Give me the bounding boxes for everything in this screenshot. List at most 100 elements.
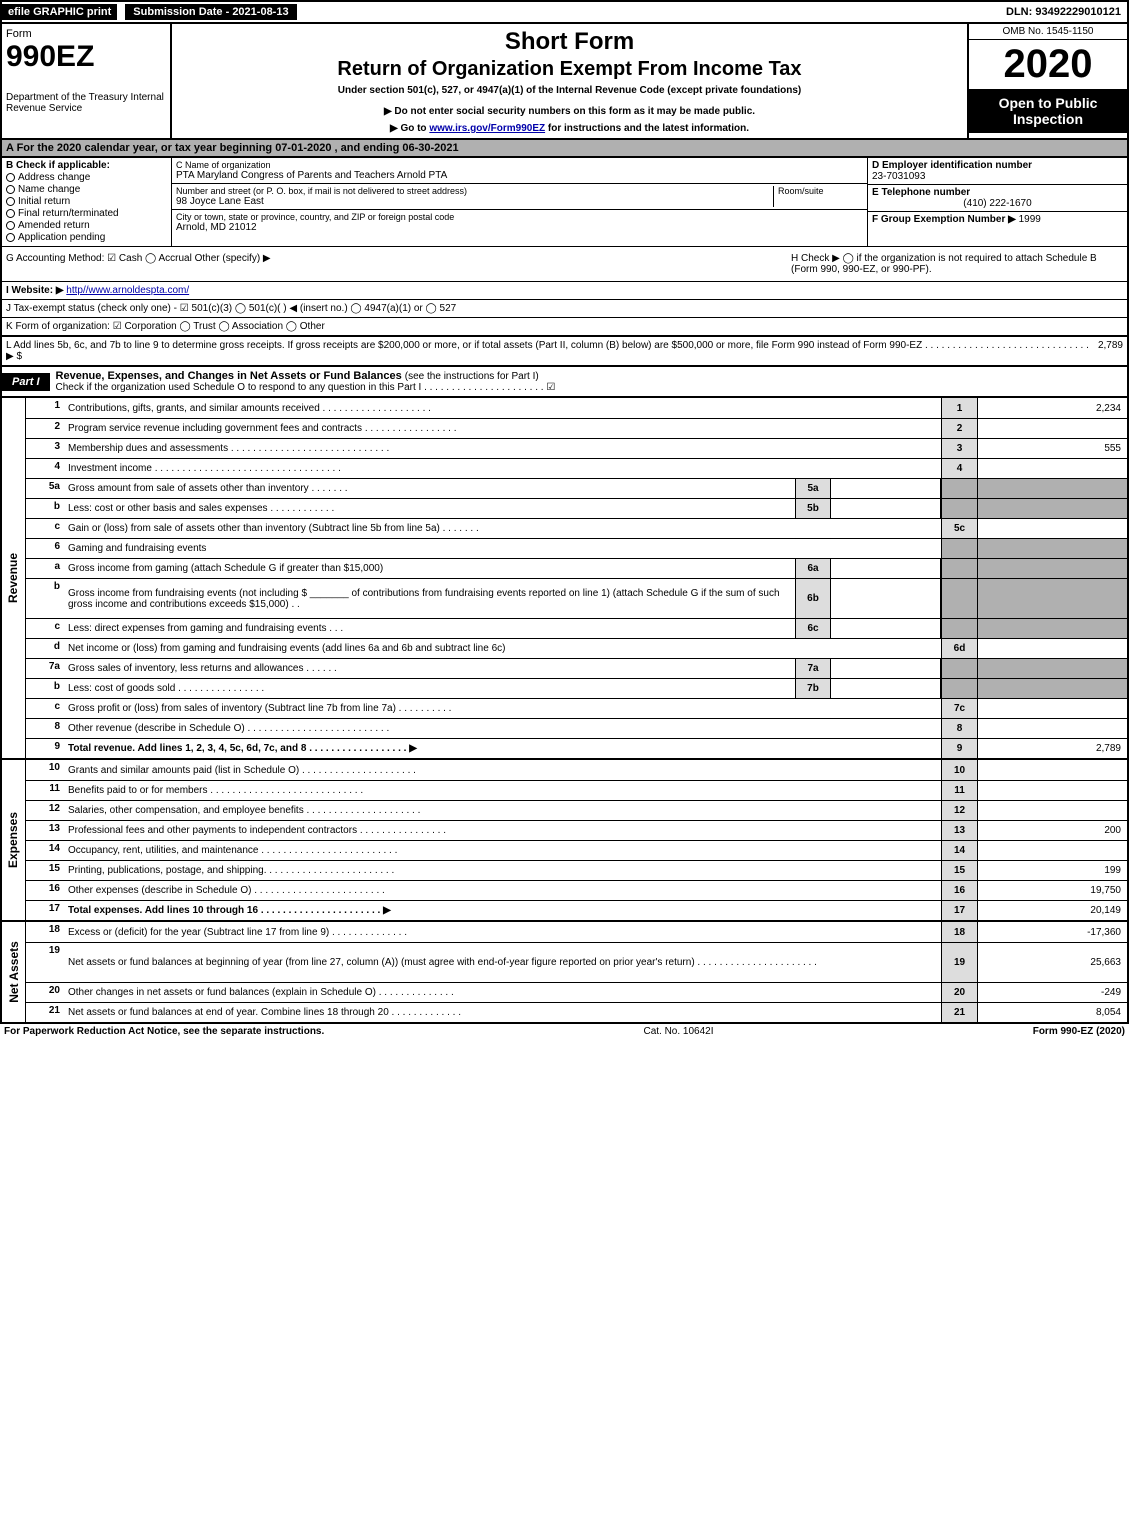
inner-box-label: 6c (795, 619, 831, 638)
line-20: 20Other changes in net assets or fund ba… (26, 982, 1127, 1002)
line-number: 14 (26, 841, 64, 860)
line-5a: 5aGross amount from sale of assets other… (26, 478, 1127, 498)
amount-value: -17,360 (977, 922, 1127, 942)
section-expenses: Expenses10Grants and similar amounts pai… (0, 760, 1129, 922)
amount-value: 2,234 (977, 398, 1127, 418)
line-number: 12 (26, 801, 64, 820)
chk-name-change[interactable]: Name change (6, 184, 167, 195)
section-b-header: B Check if applicable: (6, 160, 167, 171)
line-description: Gross profit or (loss) from sales of inv… (64, 699, 941, 718)
line-description: Membership dues and assessments . . . . … (64, 439, 941, 458)
amount-value (977, 519, 1127, 538)
tax-year: 2020 (969, 40, 1127, 89)
box-number: 10 (941, 760, 977, 780)
line-5c: cGain or (loss) from sale of assets othe… (26, 518, 1127, 538)
box-number: 8 (941, 719, 977, 738)
line-description: Gross income from gaming (attach Schedul… (64, 559, 795, 578)
box-number-shade (941, 559, 977, 578)
part-1-label: Part I (2, 373, 50, 391)
box-number-shade (941, 659, 977, 678)
chk-final-return[interactable]: Final return/terminated (6, 208, 167, 219)
group-exemption-label: F Group Exemption Number ▶ (872, 214, 1016, 225)
line-description: Other changes in net assets or fund bala… (64, 983, 941, 1002)
chk-address-change[interactable]: Address change (6, 172, 167, 183)
inner-box-value (831, 479, 941, 498)
line-18: 18Excess or (deficit) for the year (Subt… (26, 922, 1127, 942)
box-number: 2 (941, 419, 977, 438)
box-number-shade (941, 479, 977, 498)
chk-application-pending[interactable]: Application pending (6, 232, 167, 243)
inner-box-value (831, 679, 941, 698)
line-number: 2 (26, 419, 64, 438)
inner-box-label: 5a (795, 479, 831, 498)
part-1-check-line: Check if the organization used Schedule … (56, 382, 556, 393)
line-description: Investment income . . . . . . . . . . . … (64, 459, 941, 478)
line-5b: bLess: cost or other basis and sales exp… (26, 498, 1127, 518)
line-14: 14Occupancy, rent, utilities, and mainte… (26, 840, 1127, 860)
line-6b: bGross income from fundraising events (n… (26, 578, 1127, 618)
line-description: Less: cost of goods sold . . . . . . . .… (64, 679, 795, 698)
department-label: Department of the Treasury Internal Reve… (6, 92, 166, 114)
inner-box-value (831, 659, 941, 678)
section-revenue: Revenue1Contributions, gifts, grants, an… (0, 398, 1129, 760)
line-17: 17Total expenses. Add lines 10 through 1… (26, 900, 1127, 920)
line-number: 13 (26, 821, 64, 840)
line-number: 20 (26, 983, 64, 1002)
box-number: 17 (941, 901, 977, 920)
inner-box-value (831, 619, 941, 638)
open-inspection-badge: Open to Public Inspection (969, 89, 1127, 133)
box-number: 20 (941, 983, 977, 1002)
row-l-amount: 2,789 (1098, 340, 1123, 362)
schedule-b-check: H Check ▶ ◯ if the organization is not r… (787, 247, 1127, 281)
amount-value (977, 801, 1127, 820)
footer-form-ref: Form 990-EZ (2020) (1033, 1026, 1125, 1037)
privacy-note: ▶ Do not enter social security numbers o… (176, 106, 963, 117)
dln-label: DLN: 93492229010121 (1000, 4, 1127, 20)
box-number-shade (941, 619, 977, 638)
chk-initial-return[interactable]: Initial return (6, 196, 167, 207)
box-number: 19 (941, 943, 977, 982)
line-19: 19Net assets or fund balances at beginni… (26, 942, 1127, 982)
inner-box-label: 7b (795, 679, 831, 698)
line-description: Gain or (loss) from sale of assets other… (64, 519, 941, 538)
line-description: Less: cost or other basis and sales expe… (64, 499, 795, 518)
part-1-title: Revenue, Expenses, and Changes in Net As… (50, 367, 562, 396)
line-number: 18 (26, 922, 64, 942)
section-net-assets: Net Assets18Excess or (deficit) for the … (0, 922, 1129, 1024)
instructions-link[interactable]: www.irs.gov/Form990EZ (429, 123, 545, 134)
line-number: 4 (26, 459, 64, 478)
line-6: 6Gaming and fundraising events (26, 538, 1127, 558)
line-description: Less: direct expenses from gaming and fu… (64, 619, 795, 638)
line-number: 3 (26, 439, 64, 458)
street-label: Number and street (or P. O. box, if mail… (176, 186, 773, 196)
org-street-cell: Number and street (or P. O. box, if mail… (172, 184, 867, 210)
amount-value: 8,054 (977, 1003, 1127, 1022)
amount-shade (977, 659, 1127, 678)
amount-value: 25,663 (977, 943, 1127, 982)
inner-box-label: 6a (795, 559, 831, 578)
form-subtitle: Under section 501(c), 527, or 4947(a)(1)… (176, 85, 963, 96)
efile-print-label[interactable]: efile GRAPHIC print (2, 4, 117, 20)
chk-amended-return[interactable]: Amended return (6, 220, 167, 231)
line-description: Occupancy, rent, utilities, and maintena… (64, 841, 941, 860)
phone-cell: E Telephone number (410) 222-1670 (868, 185, 1127, 212)
website-link[interactable]: http//www.arnoldespta.com/ (66, 285, 189, 296)
line-9: 9Total revenue. Add lines 1, 2, 3, 4, 5c… (26, 738, 1127, 758)
box-number: 16 (941, 881, 977, 900)
page-footer: For Paperwork Reduction Act Notice, see … (0, 1024, 1129, 1039)
street-value: 98 Joyce Lane East (176, 196, 773, 207)
box-number: 15 (941, 861, 977, 880)
line-number: 16 (26, 881, 64, 900)
top-bar: efile GRAPHIC print Submission Date - 20… (0, 0, 1129, 24)
line-description: Contributions, gifts, grants, and simila… (64, 398, 941, 418)
line-number: b (26, 579, 64, 618)
box-number: 14 (941, 841, 977, 860)
box-number: 13 (941, 821, 977, 840)
line-number: c (26, 619, 64, 638)
line-16: 16Other expenses (describe in Schedule O… (26, 880, 1127, 900)
part-1-header: Part I Revenue, Expenses, and Changes in… (0, 366, 1129, 398)
footer-left: For Paperwork Reduction Act Notice, see … (4, 1026, 324, 1037)
link-suffix: for instructions and the latest informat… (548, 123, 749, 134)
line-number: 1 (26, 398, 64, 418)
side-label-expenses: Expenses (2, 760, 26, 920)
